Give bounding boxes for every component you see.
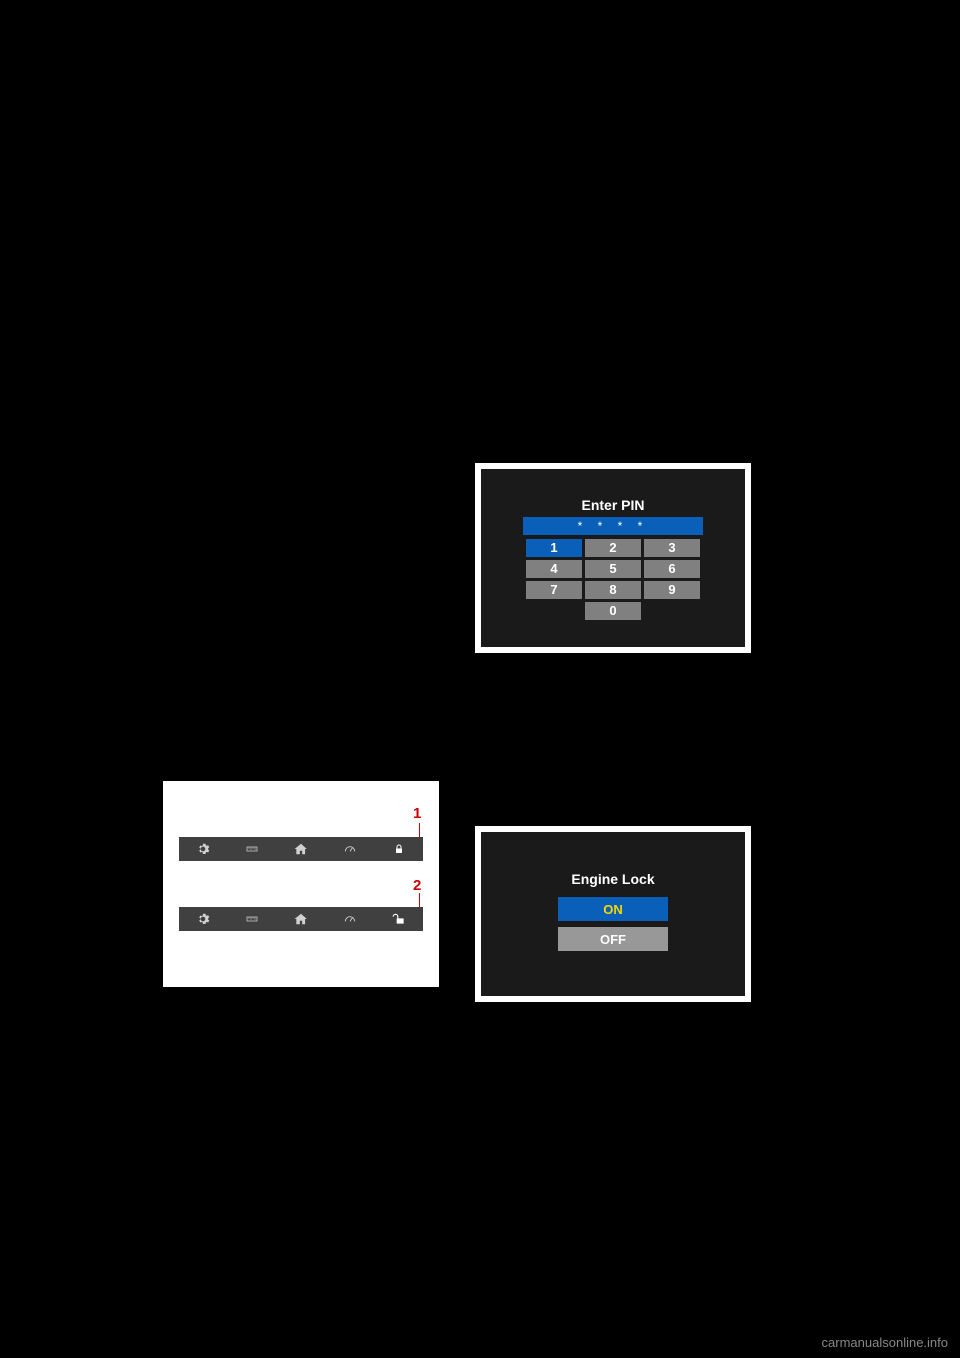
key-4[interactable]: 4 — [526, 560, 582, 578]
engine-lock-title: Engine Lock — [571, 871, 654, 887]
watermark: carmanualsonline.info — [822, 1335, 948, 1350]
gauge-icon[interactable] — [341, 840, 359, 858]
key-2[interactable]: 2 — [585, 539, 641, 557]
lock-closed-icon[interactable] — [390, 840, 408, 858]
menubar-inner: 1 2 — [169, 787, 433, 981]
callout-1: 1 — [413, 805, 421, 822]
lock-open-icon[interactable] — [390, 910, 408, 928]
pin-title: Enter PIN — [581, 497, 644, 513]
gear-icon[interactable] — [194, 840, 212, 858]
gear-icon[interactable] — [194, 910, 212, 928]
engine-on-button[interactable]: ON — [558, 897, 668, 921]
engine-lock-screen: Engine Lock ON OFF — [475, 826, 751, 1002]
pin-entry-screen: Enter PIN * * * * 1 2 3 4 5 6 7 8 9 0 — [475, 463, 751, 653]
pin-screen-inner: Enter PIN * * * * 1 2 3 4 5 6 7 8 9 0 — [481, 469, 745, 647]
key-0[interactable]: 0 — [585, 602, 641, 620]
key-1[interactable]: 1 — [526, 539, 582, 557]
engine-off-button[interactable]: OFF — [558, 927, 668, 951]
key-3[interactable]: 3 — [644, 539, 700, 557]
engine-screen-inner: Engine Lock ON OFF — [481, 832, 745, 996]
menubar-locked — [179, 837, 423, 861]
home-icon[interactable] — [292, 840, 310, 858]
menubar-comparison-screen: 1 2 — [163, 781, 439, 987]
keypad: 1 2 3 4 5 6 7 8 9 0 — [526, 539, 700, 620]
gauge-icon[interactable] — [341, 910, 359, 928]
key-9[interactable]: 9 — [644, 581, 700, 599]
callout-line-1 — [419, 823, 420, 837]
callout-2: 2 — [413, 877, 421, 894]
menubar-unlocked — [179, 907, 423, 931]
key-5[interactable]: 5 — [585, 560, 641, 578]
key-6[interactable]: 6 — [644, 560, 700, 578]
ruler-icon[interactable] — [243, 910, 261, 928]
ruler-icon[interactable] — [243, 840, 261, 858]
key-8[interactable]: 8 — [585, 581, 641, 599]
key-7[interactable]: 7 — [526, 581, 582, 599]
callout-line-2 — [419, 893, 420, 907]
pin-display: * * * * — [523, 517, 703, 535]
home-icon[interactable] — [292, 910, 310, 928]
